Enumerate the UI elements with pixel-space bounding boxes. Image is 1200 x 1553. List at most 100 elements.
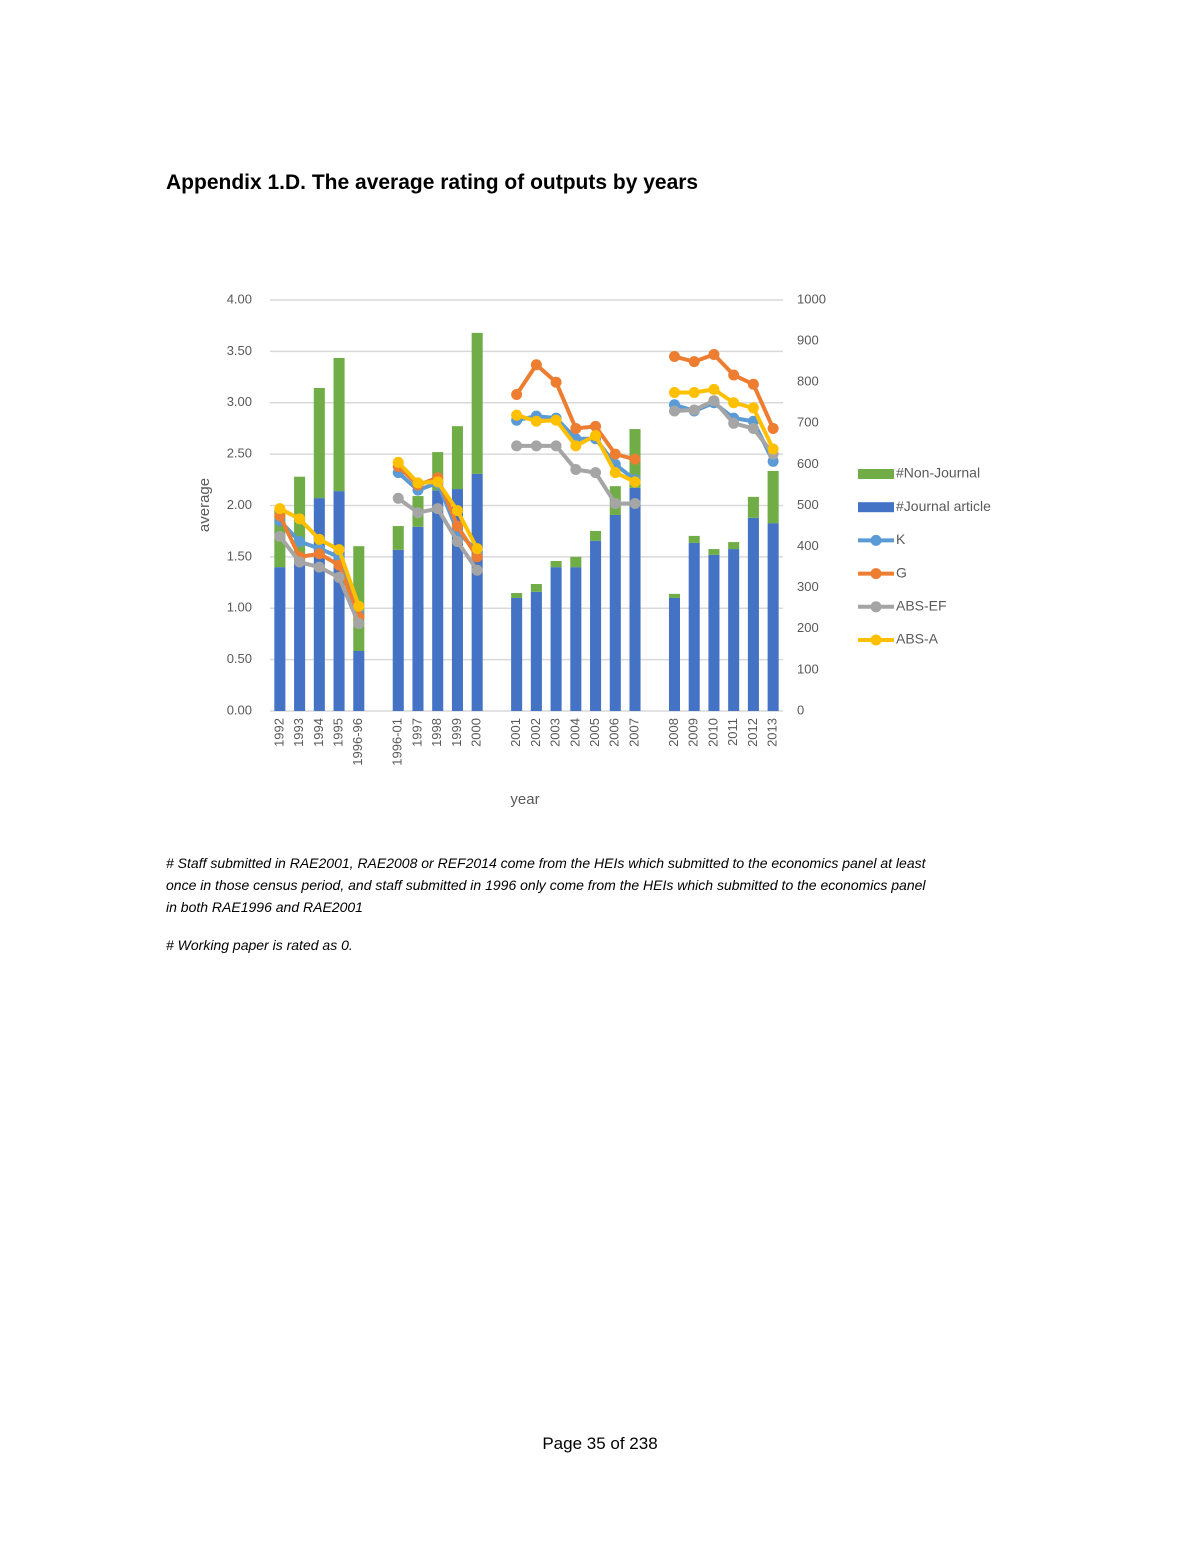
page-footer: Page 35 of 238: [542, 1434, 658, 1453]
y2-tick-label: 400: [797, 538, 819, 553]
y-tick-label: 3.50: [227, 343, 252, 358]
line-marker: [570, 464, 582, 476]
line-marker: [451, 520, 463, 532]
x-tick-label: 2000: [469, 718, 484, 747]
bar: [550, 560, 562, 568]
x-tick-label: 2001: [508, 718, 523, 747]
bar: [353, 546, 365, 651]
line-marker: [274, 503, 286, 515]
x-tick-label: 1992: [271, 718, 286, 747]
line-marker: [313, 561, 325, 573]
x-tick-label: 1994: [311, 718, 326, 747]
bar: [451, 489, 463, 711]
y2-tick-label: 100: [797, 661, 819, 676]
legend-swatch: [858, 502, 894, 513]
line-marker: [550, 414, 562, 426]
bar: [333, 357, 345, 492]
y2-tick-label: 600: [797, 456, 819, 471]
bar: [747, 517, 759, 711]
bar: [629, 487, 641, 711]
x-tick-label: 2010: [705, 718, 720, 747]
legend-label: ABS-A: [896, 631, 939, 647]
bar: [530, 584, 542, 592]
bar: [767, 470, 779, 524]
line-marker: [294, 535, 306, 547]
y-tick-label: 1.00: [227, 600, 252, 615]
line-marker: [550, 440, 562, 452]
line-marker: [471, 543, 483, 555]
bar: [274, 567, 286, 711]
bar: [590, 540, 602, 711]
line-marker: [590, 430, 602, 442]
line-marker: [728, 397, 740, 409]
line-marker: [392, 456, 404, 468]
line-marker: [412, 477, 424, 489]
line-marker: [609, 448, 621, 460]
line-marker: [590, 467, 602, 479]
line-marker: [511, 440, 523, 452]
x-tick-label: 2007: [626, 718, 641, 747]
bar: [313, 387, 325, 499]
bar: [471, 332, 483, 474]
bar: [313, 498, 325, 711]
note-line: # Staff submitted in RAE2001, RAE2008 or…: [166, 855, 926, 871]
line-marker: [688, 386, 700, 398]
y-tick-label: 4.00: [227, 291, 252, 306]
bar: [294, 563, 306, 711]
bar: [353, 650, 365, 711]
y2-tick-label: 700: [797, 415, 819, 430]
line-marker: [471, 551, 483, 563]
y-tick-label: 1.50: [227, 548, 252, 563]
y-tick-label: 2.00: [227, 497, 252, 512]
y-tick-label: 0.50: [227, 651, 252, 666]
line-marker: [629, 497, 641, 509]
line-marker: [530, 359, 542, 371]
line-marker: [530, 415, 542, 427]
bar: [767, 523, 779, 711]
line-marker: [629, 476, 641, 488]
x-tick-label: 2004: [567, 718, 582, 747]
bar: [688, 535, 700, 543]
x-tick-label: 2009: [686, 718, 701, 747]
line-marker: [590, 420, 602, 432]
chart: average year 0.00 0.50 1.00 1.50 2.00 2.50 3.0…: [196, 291, 991, 808]
line-marker: [530, 440, 542, 452]
bar: [728, 549, 740, 711]
bar: [708, 554, 720, 711]
bar: [333, 491, 345, 711]
line-marker: [451, 535, 463, 547]
legend-label: #Non-Journal: [896, 465, 980, 481]
y-tick-label: 2.50: [227, 446, 252, 461]
bar: [708, 549, 720, 555]
bar: [668, 593, 681, 598]
line-marker: [668, 351, 680, 363]
x-tick-label: 1997: [409, 718, 424, 747]
legend-swatch: [870, 634, 882, 646]
legend-swatch: [870, 534, 882, 546]
line-marker: [313, 548, 325, 560]
line-marker: [511, 409, 523, 421]
x-tick-label: 2005: [587, 718, 602, 747]
x-tick-label: 2003: [548, 718, 563, 747]
y2-tick-label: 300: [797, 579, 819, 594]
bar: [432, 490, 444, 711]
line-marker: [274, 530, 286, 542]
legend-swatch: [870, 568, 882, 580]
x-tick-label: 2008: [666, 718, 681, 747]
line-marker: [767, 422, 779, 434]
line-marker: [708, 383, 720, 395]
line-marker: [471, 564, 483, 576]
note-line: in both RAE1996 and RAE2001: [166, 899, 363, 915]
bar: [728, 542, 740, 550]
line-marker: [668, 405, 680, 417]
legend-swatch: [870, 601, 882, 613]
x-tick-label: 2013: [765, 718, 780, 747]
bar: [392, 526, 404, 550]
page-title: Appendix 1.D. The average rating of outp…: [166, 171, 699, 194]
x-axis-title: year: [510, 791, 539, 808]
line-marker: [747, 378, 759, 390]
line-marker: [688, 356, 700, 368]
bar: [747, 496, 759, 518]
line-marker: [668, 386, 680, 398]
